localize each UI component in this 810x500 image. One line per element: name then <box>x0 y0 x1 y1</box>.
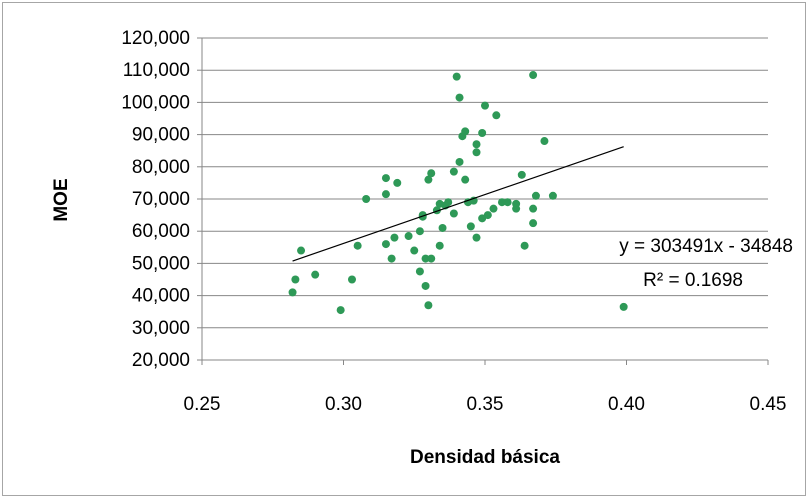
data-point <box>461 127 470 136</box>
data-point <box>472 233 481 242</box>
data-point <box>353 241 362 250</box>
trendline-equation: y = 303491x - 34848 <box>619 236 793 257</box>
data-point <box>427 254 436 263</box>
data-point <box>291 275 300 284</box>
data-point <box>381 174 390 183</box>
data-point <box>466 222 475 231</box>
data-point <box>449 209 458 218</box>
data-point <box>489 204 498 213</box>
x-tick-label: 0.30 <box>325 394 362 415</box>
y-tick-label: 30,000 <box>132 318 190 339</box>
y-tick-label: 60,000 <box>132 221 190 242</box>
data-point <box>311 270 320 279</box>
data-point <box>517 170 526 179</box>
data-point <box>497 198 506 207</box>
data-point <box>415 227 424 236</box>
gridlines <box>197 37 769 365</box>
y-tick-label: 50,000 <box>132 253 190 274</box>
y-tick-label: 70,000 <box>132 189 190 210</box>
data-point <box>461 175 470 184</box>
data-point <box>347 275 356 284</box>
data-point <box>393 178 402 187</box>
y-tick-label: 110,000 <box>123 60 190 81</box>
data-point <box>472 148 481 157</box>
data-point <box>548 191 557 200</box>
y-tick-label: 90,000 <box>132 125 190 146</box>
data-point <box>435 241 444 250</box>
data-point <box>478 128 487 137</box>
data-point <box>529 204 538 213</box>
y-tick-label: 120,000 <box>121 28 190 49</box>
data-point <box>381 190 390 199</box>
x-tick-label: 0.40 <box>608 394 645 415</box>
data-point <box>404 232 413 241</box>
x-axis-title: Densidad básica <box>410 447 560 468</box>
data-point <box>297 246 306 255</box>
y-tick-label: 80,000 <box>132 157 190 178</box>
data-point <box>336 306 345 315</box>
data-point <box>529 71 538 80</box>
data-point <box>619 302 628 311</box>
data-point <box>387 254 396 263</box>
data-point <box>483 211 492 220</box>
data-point <box>421 254 430 263</box>
x-tick-label: 0.35 <box>467 394 504 415</box>
data-point <box>481 101 489 110</box>
x-tick-label: 0.45 <box>750 394 787 415</box>
y-tick-label: 100,000 <box>121 92 190 113</box>
y-tick-label: 40,000 <box>132 286 190 307</box>
data-point <box>452 72 461 81</box>
data-point <box>512 204 521 213</box>
data-point <box>381 240 390 249</box>
data-point <box>529 219 538 228</box>
data-points <box>288 71 628 315</box>
data-point <box>531 191 540 200</box>
data-point <box>449 167 458 176</box>
x-tick-label: 0.25 <box>184 394 221 415</box>
y-axis-title: MOE <box>51 178 72 221</box>
data-point <box>503 198 512 207</box>
data-point <box>410 246 419 255</box>
data-point <box>424 301 433 310</box>
data-point <box>427 169 436 178</box>
data-point <box>421 281 430 290</box>
data-point <box>472 140 481 149</box>
x-tick-labels: 0.25 0.30 0.35 0.40 0.45 <box>184 394 787 415</box>
data-point <box>520 241 529 250</box>
data-point <box>540 137 549 146</box>
y-tick-labels: 20,000 30,000 40,000 50,000 60,000 70,000 80,0… <box>121 28 190 371</box>
data-point <box>455 157 464 166</box>
data-point <box>438 223 447 232</box>
data-point <box>362 195 371 203</box>
data-point <box>415 267 424 276</box>
trendline-r-squared: R² = 0.1698 <box>643 270 743 291</box>
data-point <box>444 198 453 207</box>
data-point <box>424 175 433 184</box>
data-point <box>492 111 501 120</box>
data-point <box>455 93 464 102</box>
trendline <box>292 146 624 262</box>
data-point <box>390 233 399 242</box>
y-tick-label: 20,000 <box>132 350 190 371</box>
data-point <box>288 288 297 297</box>
